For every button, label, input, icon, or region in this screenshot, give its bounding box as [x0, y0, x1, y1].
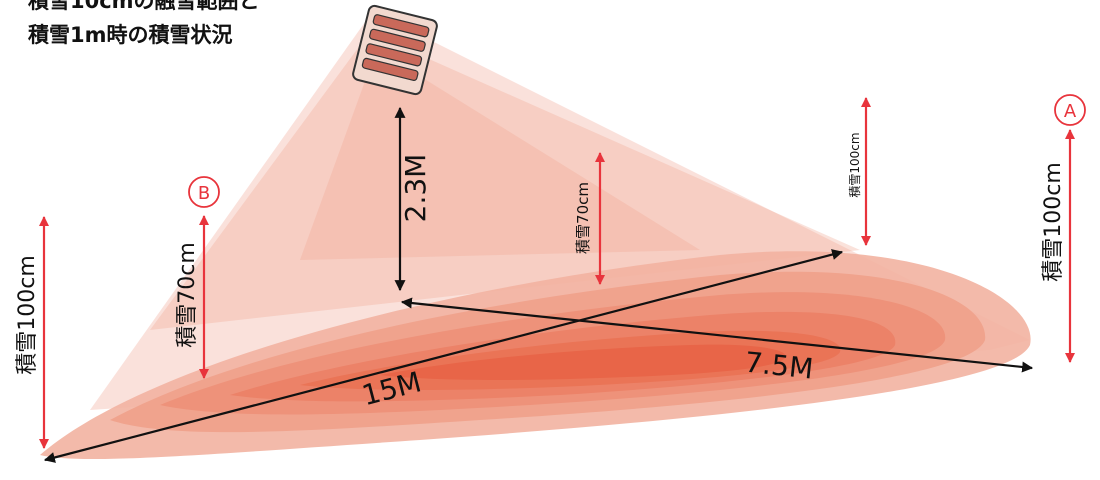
snow-label-right: 積雪100cm [847, 132, 862, 197]
heater-unit-icon [352, 4, 438, 96]
height-label: 2.3M [399, 154, 432, 223]
title-line-1: 積雪10cmの融雪範囲と [28, 0, 260, 13]
marker-a: A [1054, 94, 1086, 126]
marker-b-label: B [198, 183, 210, 204]
snow-label-b: 積雪70cm [175, 242, 200, 348]
title-line-2: 積雪1m時の積雪状況 [28, 23, 233, 47]
width-arrow [400, 297, 1034, 373]
marker-b: B [188, 176, 220, 208]
snow-label-a: 積雪100cm [1041, 162, 1066, 282]
marker-a-label: A [1064, 101, 1077, 122]
snow-label-center: 積雪70cm [574, 182, 592, 254]
width-label: 7.5M [743, 346, 815, 386]
snow-label-left: 積雪100cm [15, 255, 40, 375]
